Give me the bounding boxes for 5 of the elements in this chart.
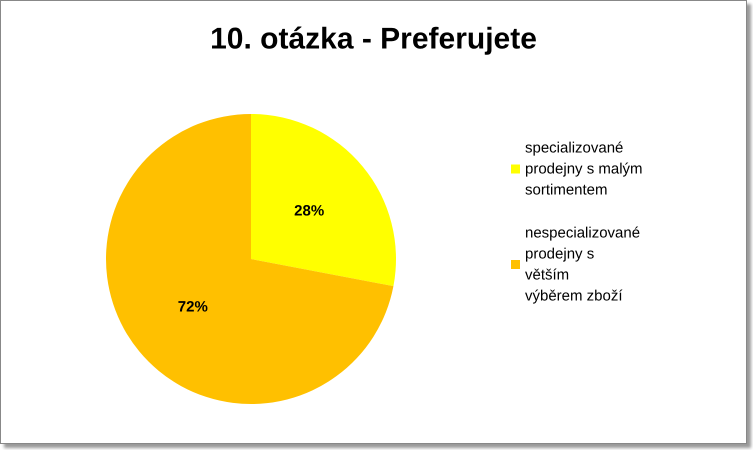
data-label: 28%	[294, 202, 324, 220]
legend-label: specializované prodejny s malým sortimentem	[525, 140, 647, 198]
legend-label: nespecializované prodejny s větším výběrem zboží	[525, 224, 644, 304]
chart-title: 10. otázka - Preferujete	[210, 22, 537, 56]
data-label: 72%	[178, 298, 208, 316]
